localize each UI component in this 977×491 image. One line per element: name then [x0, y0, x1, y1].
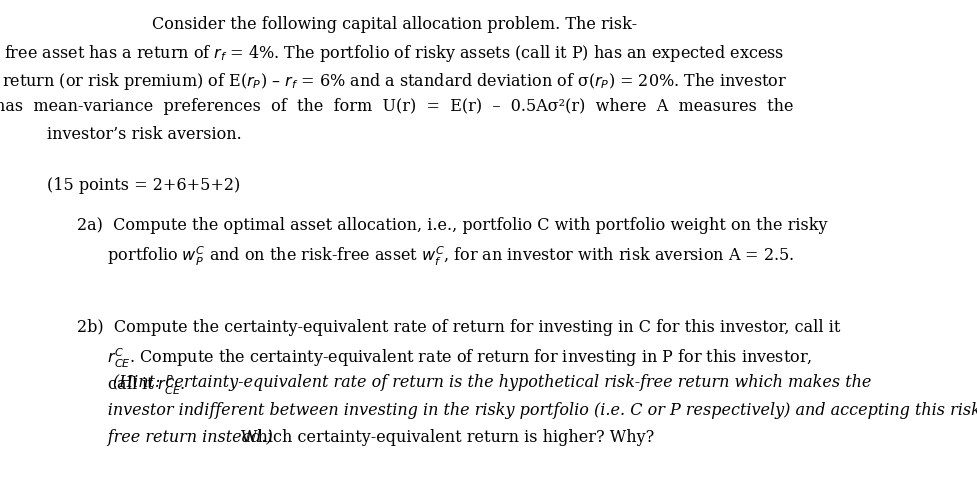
Text: return (or risk premium) of E($r_P$) – $r_f$ = 6% and a standard deviation of σ(: return (or risk premium) of E($r_P$) – $… — [2, 71, 787, 92]
Text: investor’s risk aversion.: investor’s risk aversion. — [47, 126, 241, 143]
Text: 2a)  Compute the optimal asset allocation, i.e., portfolio C with portfolio weig: 2a) Compute the optimal asset allocation… — [77, 217, 828, 234]
Text: Consider the following capital allocation problem. The risk-: Consider the following capital allocatio… — [152, 16, 637, 33]
Text: free return instead.): free return instead.) — [77, 429, 273, 446]
Text: 2b)  Compute the certainty-equivalent rate of return for investing in C for this: 2b) Compute the certainty-equivalent rat… — [77, 319, 840, 336]
Text: (Hint: certainty-equivalent rate of return is the hypothetical risk-free return : (Hint: certainty-equivalent rate of retu… — [77, 374, 871, 391]
Text: portfolio $w_P^C$ and on the risk-free asset $w_f^C$, for an investor with risk : portfolio $w_P^C$ and on the risk-free a… — [77, 245, 794, 268]
Text: has  mean-variance  preferences  of  the  form  U(r)  =  E(r)  –  0.5Aσ²(r)  whe: has mean-variance preferences of the for… — [0, 98, 793, 115]
Text: Which certainty-equivalent return is higher? Why?: Which certainty-equivalent return is hig… — [77, 429, 654, 446]
Text: call it $r_{CE}^P$.: call it $r_{CE}^P$. — [77, 374, 186, 397]
Text: $r_{CE}^C$. Compute the certainty-equivalent rate of return for investing in P f: $r_{CE}^C$. Compute the certainty-equiva… — [77, 347, 812, 370]
Text: investor indifferent between investing in the risky portfolio (i.e. C or P respe: investor indifferent between investing i… — [77, 402, 977, 419]
Text: free asset has a return of $r_f$ = 4%. The portfolio of risky assets (call it P): free asset has a return of $r_f$ = 4%. T… — [4, 43, 785, 64]
Text: (15 points = 2+6+5+2): (15 points = 2+6+5+2) — [47, 177, 240, 194]
